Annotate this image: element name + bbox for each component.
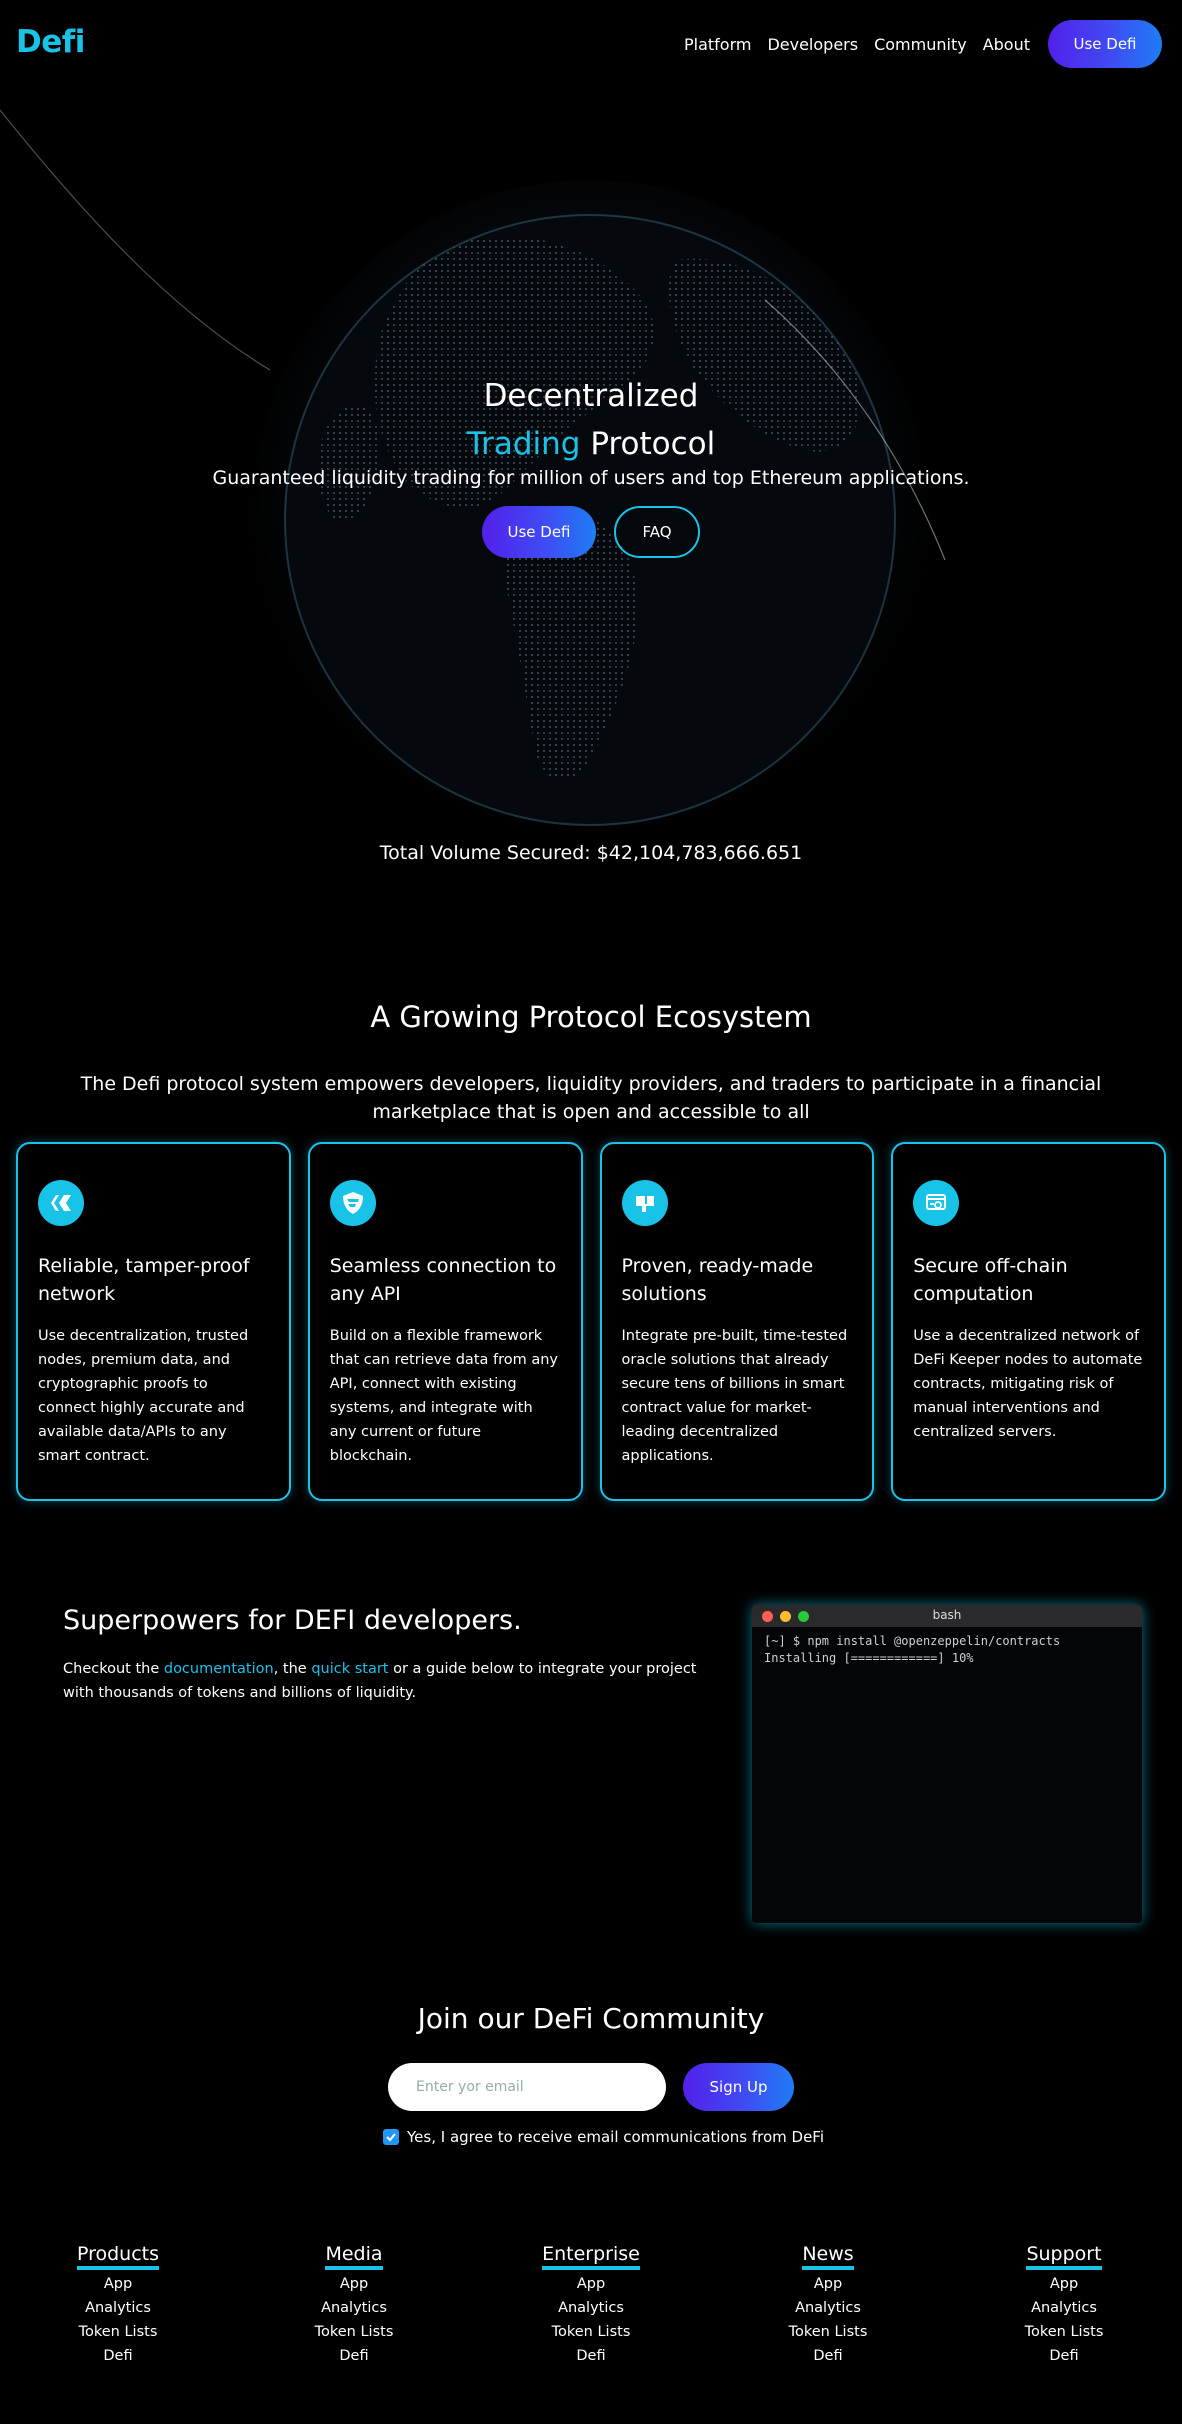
nav-links: Platform Developers Community About Use … (684, 20, 1162, 68)
feature-card-title: Reliable, tamper-proof network (38, 1255, 250, 1305)
footer-link[interactable]: App (813, 2276, 843, 2292)
developers-text-part: or a guide below to integrate your proje… (63, 1661, 697, 1701)
developers-text-part: Checkout the (63, 1661, 164, 1677)
footer-column-support: Support App Analytics Token Lists Defi (984, 2243, 1144, 2368)
nav-link-platform[interactable]: Platform (683, 34, 752, 54)
feature-card-title: Secure off-chain computation (913, 1255, 1068, 1305)
footer-link[interactable]: App (576, 2276, 606, 2292)
terminal-line: Installing [============] 10% (764, 1651, 974, 1665)
footer-link[interactable]: Analytics (795, 2300, 861, 2316)
footer-link[interactable]: Analytics (1031, 2300, 1097, 2316)
terminal-window: bash [~] $ npm install @openzeppelin/con… (752, 1605, 1142, 1923)
footer-column-products: Products App Analytics Token Lists Defi (38, 2243, 198, 2368)
footer-heading: Enterprise (542, 2243, 640, 2270)
nav-link-about[interactable]: About (982, 34, 1030, 54)
footer-link[interactable]: Defi (1049, 2348, 1079, 2364)
footer-link[interactable]: App (103, 2276, 133, 2292)
feature-card-text: Use a decentralized network of DeFi Keep… (913, 1328, 1143, 1440)
shield-icon (329, 1180, 376, 1226)
terminal-title: bash (932, 1608, 962, 1622)
feature-card: Seamless connection to any API Build on … (307, 1142, 583, 1501)
hero-use-defi-button[interactable]: Use Defi (482, 506, 596, 558)
footer-column-media: Media App Analytics Token Lists Defi (274, 2243, 434, 2368)
sign-up-button[interactable]: Sign Up (683, 2063, 794, 2111)
minimize-dot-icon[interactable] (780, 1611, 791, 1622)
footer-column-news: News App Analytics Token Lists Defi (748, 2243, 908, 2368)
footer-link[interactable]: Token Lists (314, 2324, 394, 2340)
server-gear-icon (913, 1180, 960, 1226)
footer-link[interactable]: Defi (813, 2348, 843, 2364)
developers-text: Checkout the documentation, the quick st… (63, 1657, 703, 1705)
close-dot-icon[interactable] (762, 1611, 773, 1622)
documentation-link[interactable]: documentation (163, 1661, 274, 1677)
quick-start-link[interactable]: quick start (311, 1661, 389, 1677)
footer-link[interactable]: Analytics (85, 2300, 151, 2316)
footer-link[interactable]: Token Lists (1024, 2324, 1104, 2340)
terminal-line: [~] $ npm install @openzeppelin/contract… (764, 1634, 1061, 1648)
feature-card-title: Proven, ready-made solutions (621, 1255, 814, 1305)
feature-card-text: Build on a flexible framework that can r… (329, 1328, 559, 1464)
footer-link[interactable]: Analytics (558, 2300, 624, 2316)
footer-heading: News (802, 2243, 854, 2270)
feature-card: Proven, ready-made solutions Integrate p… (599, 1142, 875, 1501)
hero-faq-button[interactable]: FAQ (614, 506, 700, 558)
nav-link-community[interactable]: Community (874, 34, 967, 54)
feature-card: Reliable, tamper-proof network Use decen… (16, 1142, 291, 1501)
footer-link[interactable]: Defi (103, 2348, 133, 2364)
feature-card-title: Seamless connection to any API (329, 1255, 557, 1305)
hero-title-line1: Decentralized (483, 378, 699, 414)
feature-card-text: Use decentralization, trusted nodes, pre… (38, 1328, 249, 1464)
agree-checkbox-row[interactable]: Yes, I agree to receive email communicat… (383, 2128, 824, 2146)
hero-section: Decentralized Trading Protocol Guarantee… (0, 90, 1182, 920)
hero-title-line2: Trading Protocol (0, 420, 1182, 468)
hero-title: Decentralized Trading Protocol (0, 372, 1182, 468)
community-title: Join our DeFi Community (417, 2002, 765, 2035)
footer-link[interactable]: Token Lists (78, 2324, 158, 2340)
hero-title-accent: Trading (466, 426, 581, 462)
box-icon (621, 1180, 668, 1226)
maximize-dot-icon[interactable] (798, 1611, 809, 1622)
feature-card-text: Integrate pre-built, time-tested oracle … (621, 1328, 848, 1464)
ecosystem-description: The Defi protocol system empowers develo… (80, 1073, 1102, 1123)
footer-column-enterprise: Enterprise App Analytics Token Lists Def… (511, 2243, 671, 2368)
agree-label: Yes, I agree to receive email communicat… (407, 2128, 825, 2146)
feature-card: Secure off-chain computation Use a decen… (891, 1142, 1166, 1501)
footer-link[interactable]: Defi (576, 2348, 606, 2364)
footer-heading: Media (325, 2243, 383, 2270)
developers-title: Superpowers for DEFI developers. (63, 1605, 522, 1636)
hero-title-rest: Protocol (580, 426, 716, 462)
logo[interactable]: Defi (16, 24, 85, 60)
ecosystem-title: A Growing Protocol Ecosystem (370, 1000, 812, 1034)
email-input[interactable] (388, 2063, 666, 2111)
footer-heading: Products (76, 2243, 160, 2270)
terminal-output: [~] $ npm install @openzeppelin/contract… (752, 1627, 1142, 1673)
developers-text-part: , the (273, 1661, 312, 1677)
footer-heading: Support (1026, 2243, 1102, 2270)
checkbox-checked-icon[interactable] (383, 2129, 399, 2145)
hive-icon (38, 1180, 84, 1226)
hero-buttons: Use Defi FAQ (0, 506, 1182, 558)
footer-link[interactable]: Analytics (321, 2300, 387, 2316)
nav-use-defi-button[interactable]: Use Defi (1048, 20, 1162, 68)
total-volume-text: Total Volume Secured: $42,104,783,666.65… (379, 842, 803, 864)
footer-link[interactable]: Token Lists (551, 2324, 631, 2340)
top-navigation: Defi Platform Developers Community About… (0, 0, 1182, 90)
feature-cards: Reliable, tamper-proof network Use decen… (16, 1142, 1166, 1501)
footer-link[interactable]: App (1049, 2276, 1079, 2292)
nav-link-developers[interactable]: Developers (767, 34, 859, 54)
footer-link[interactable]: Defi (339, 2348, 369, 2364)
terminal-title-bar: bash (752, 1605, 1142, 1627)
footer-link[interactable]: App (339, 2276, 369, 2292)
hero-subtitle: Guaranteed liquidity trading for million… (212, 467, 970, 489)
footer-link[interactable]: Token Lists (788, 2324, 868, 2340)
light-streak-decoration (0, 109, 271, 371)
